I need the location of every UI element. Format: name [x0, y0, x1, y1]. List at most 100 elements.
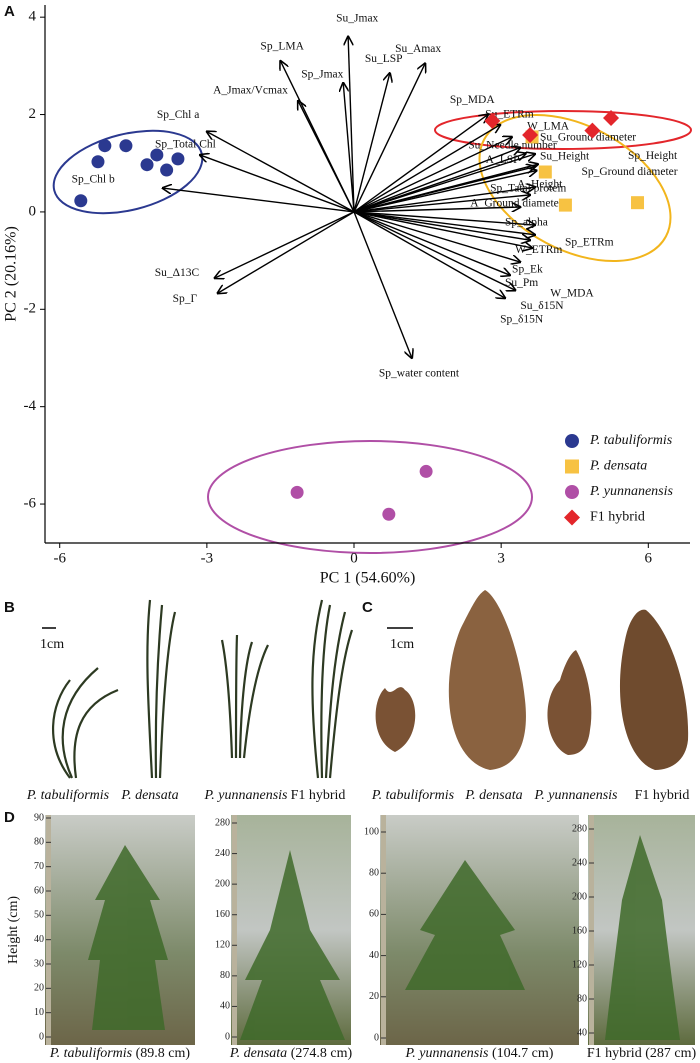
- ruler-label: 20: [369, 991, 379, 1002]
- loading-arrow: [348, 37, 355, 212]
- x-axis-label: PC 1 (54.60%): [320, 570, 416, 587]
- point: [419, 464, 433, 478]
- x-tick-label: 0: [350, 550, 358, 566]
- point: [119, 139, 133, 153]
- caption-height: (89.8 cm): [136, 1046, 191, 1061]
- loading-label: Sp_δ15N: [500, 314, 544, 326]
- ruler-label: 30: [34, 958, 44, 969]
- ruler: [46, 815, 51, 1045]
- ruler-label: 120: [572, 959, 587, 970]
- loading-label: A_Height: [517, 179, 563, 191]
- ruler-label: 60: [34, 885, 44, 896]
- group-ellipse: [52, 129, 204, 215]
- ruler-label: 60: [369, 909, 379, 920]
- ruler: [232, 815, 237, 1045]
- loading-label: W_MDA: [550, 288, 594, 300]
- caption-species: F1 hybrid: [587, 1046, 642, 1061]
- caption: P. yunnanensis: [534, 788, 619, 803]
- loading-label: Sp_water content: [379, 368, 460, 380]
- loading-arrow: [353, 211, 535, 225]
- loading-arrow: [353, 211, 505, 298]
- ruler-label: 40: [34, 934, 44, 945]
- loading-arrow: [353, 207, 520, 213]
- point: [522, 126, 539, 143]
- ruler-label: 160: [572, 925, 587, 936]
- loading-arrow: [200, 155, 355, 213]
- biplot: -6 -3 0 3 6 -6 -4 -2 0 2 4 PC 1 (54.60%) PC 2 (20.16…: [3, 5, 690, 587]
- loading-label: Su_Amax: [395, 43, 441, 55]
- loading-arrow: [353, 211, 535, 235]
- x-tick-label: -6: [53, 550, 66, 566]
- ruler-label: 0: [225, 1031, 230, 1042]
- point: [140, 158, 154, 172]
- y-tick-label: -2: [24, 301, 37, 317]
- group-ellipse: [478, 113, 672, 263]
- loading-label: Su_Height: [540, 150, 590, 162]
- caption: P. tabuliformis (89.8 cm): [49, 1046, 190, 1061]
- ruler-label: 200: [572, 891, 587, 902]
- point: [290, 485, 304, 499]
- point: [98, 139, 112, 153]
- caption: P. densata: [120, 788, 178, 803]
- point: [74, 194, 88, 208]
- point: [631, 196, 645, 210]
- loading-arrow: [353, 125, 500, 213]
- point: [603, 109, 620, 126]
- ruler-label: 120: [215, 940, 230, 951]
- loading-arrow: [353, 115, 488, 213]
- panel-letter: B: [4, 599, 15, 616]
- ruler-label: 280: [572, 823, 587, 834]
- point: [171, 152, 185, 166]
- needles: [51, 599, 354, 779]
- caption: F1 hybrid: [291, 788, 346, 803]
- x-tick-label: 3: [497, 550, 505, 566]
- ruler-label: 80: [220, 970, 230, 981]
- caption: P. densata: [464, 788, 522, 803]
- legend-swatch: [564, 509, 580, 526]
- panel-letter: C: [362, 599, 373, 616]
- y-tick-label: -6: [24, 495, 37, 511]
- scale-label: 1cm: [40, 637, 64, 652]
- legend-label: F1 hybrid: [590, 510, 645, 525]
- loading-arrow: [353, 211, 532, 248]
- ruler-label: 0: [39, 1031, 44, 1042]
- loading-label: Su_Jmax: [336, 12, 378, 24]
- loading-label: Sp_Total Chl: [155, 139, 216, 151]
- loading-label: Sp_ETRm: [565, 236, 614, 248]
- y-tick-label: -4: [24, 398, 37, 414]
- tree-silhouettes: [88, 835, 680, 1040]
- ruler-label: 100: [364, 826, 379, 837]
- loading-arrow: [353, 148, 520, 213]
- legend-label: P. yunnanensis: [589, 484, 674, 499]
- loading-arrow: [353, 211, 412, 358]
- caption-species: P. densata: [229, 1046, 287, 1061]
- ruler-label: 240: [572, 857, 587, 868]
- ruler-label: 70: [34, 861, 44, 872]
- loading-arrow: [298, 101, 355, 213]
- ruler-label: 10: [34, 1007, 44, 1018]
- ruler: [589, 815, 594, 1045]
- loading-arrow: [353, 195, 530, 213]
- loading-label: Su_ETRm: [485, 108, 534, 120]
- y-tick-label: 2: [29, 106, 37, 122]
- ruler-label: 80: [369, 867, 379, 878]
- y-axis-label: Height (cm): [6, 896, 21, 964]
- loading-arrow: [163, 188, 355, 213]
- loading-label: W_LMA: [527, 121, 570, 133]
- point: [160, 163, 174, 177]
- caption: P. yunnanensis: [204, 788, 289, 803]
- y-axis-label: PC 2 (20.16%): [3, 226, 20, 322]
- loading-label: Sp_Jmax: [301, 69, 343, 81]
- ruler-label: 240: [215, 848, 230, 859]
- loading-label: Sp_Ek: [512, 264, 543, 276]
- caption-height: (104.7 cm): [492, 1046, 554, 1061]
- loading-label: Sp_Ground diameter: [581, 166, 677, 178]
- ruler-label: 160: [215, 909, 230, 920]
- loading-arrow: [353, 63, 425, 213]
- loading-label: Su_δ15N: [520, 300, 564, 312]
- caption: F1 hybrid: [635, 788, 690, 803]
- group-ellipse: [434, 110, 692, 150]
- loading-label: Sp_alpha: [505, 217, 548, 229]
- caption: P. tabuliformis: [26, 788, 110, 803]
- loading-label: Sp_Height: [628, 150, 678, 162]
